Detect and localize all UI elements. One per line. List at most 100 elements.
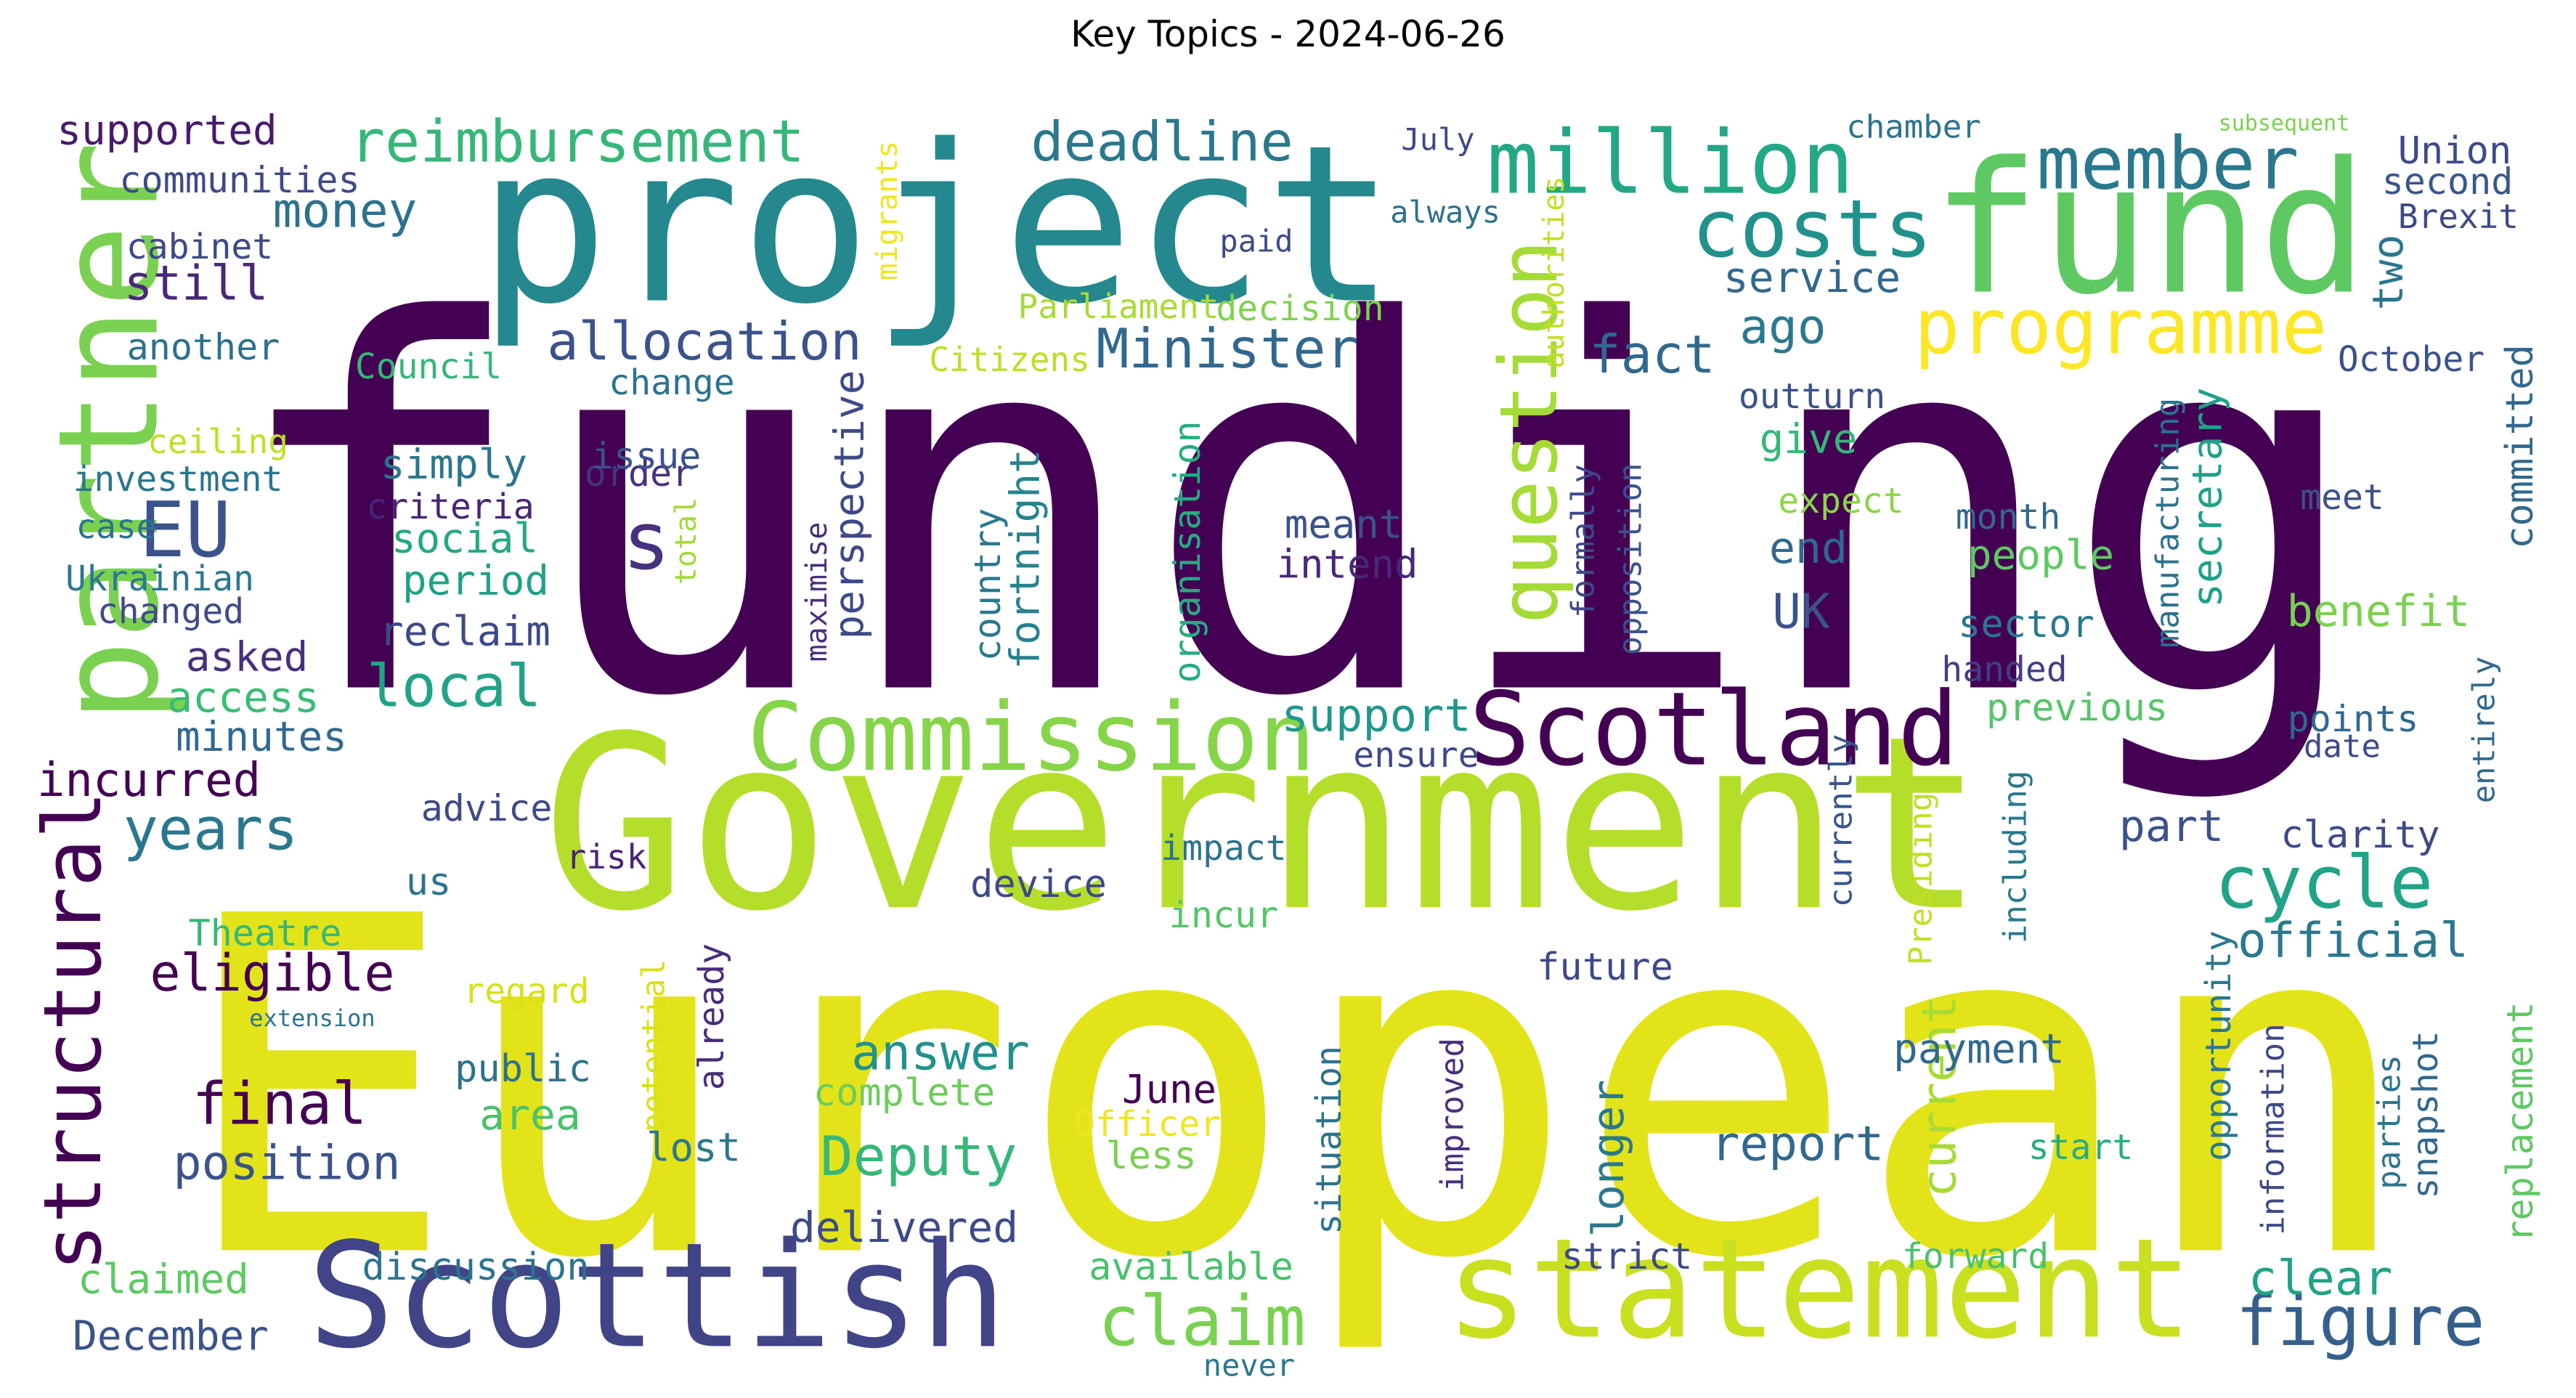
word-decision: decision [1216, 288, 1384, 329]
word-june: June [1122, 1067, 1216, 1113]
word-future: future [1537, 946, 1673, 989]
word-costs: costs [1691, 182, 1932, 275]
word-paid: paid [1219, 224, 1293, 259]
word-subsequent: subsequent [2219, 111, 2350, 137]
word-partner: partner [29, 142, 190, 723]
word-answer: answer [851, 1025, 1030, 1082]
word-december: December [73, 1313, 269, 1360]
word-formally: formally [1565, 464, 1602, 618]
word-forward: forward [1902, 1236, 2049, 1277]
word-points: points [2288, 698, 2419, 740]
word-extension: extension [249, 1004, 375, 1032]
word-regard: regard [463, 971, 589, 1012]
word-migrants: migrants [871, 141, 904, 281]
word-opportunity: opportunity [2198, 930, 2239, 1161]
word-october: October [2338, 339, 2484, 380]
word-replacement: replacement [2499, 1001, 2541, 1242]
word-secretary: secretary [2185, 387, 2232, 607]
word-theatre: Theatre [189, 912, 342, 954]
word-chamber: chamber [1846, 109, 1980, 146]
word-official: official [2238, 913, 2469, 969]
word-report: report [1711, 1116, 1884, 1172]
word-scotland: Scotland [1469, 671, 1959, 789]
word-potential: potential [635, 959, 673, 1132]
word-public: public [455, 1047, 591, 1091]
word-incur: incur [1169, 894, 1279, 936]
word-benefit: benefit [2287, 586, 2471, 637]
word-social: social [391, 516, 538, 563]
word-us: us [406, 861, 452, 904]
word-already: already [691, 943, 732, 1090]
word-reclaim: reclaim [379, 609, 550, 656]
word-two: two [2363, 235, 2413, 311]
word-order: order [585, 452, 694, 495]
word-meant: meant [1285, 502, 1403, 548]
word-ensure: ensure [1353, 735, 1479, 776]
word-minutes: minutes [176, 714, 347, 761]
word-case: case [76, 507, 157, 546]
word-local: local [367, 653, 542, 720]
word-people: people [1967, 532, 2114, 580]
word-start: start [2028, 1127, 2134, 1168]
word-delivered: delivered [790, 1203, 1018, 1252]
word-situation: situation [1309, 1046, 1349, 1235]
word-money: money [273, 183, 418, 239]
word-question: question [1482, 240, 1575, 625]
word-month: month [1956, 497, 2061, 537]
word-deputy: Deputy [821, 1124, 1017, 1188]
word-opposition: opposition [1612, 463, 1649, 656]
word-years: years [123, 796, 298, 863]
word-cycle: cycle [2214, 840, 2433, 925]
word-strict: strict [1561, 1235, 1693, 1277]
word-change: change [609, 362, 734, 403]
word-still: still [124, 256, 269, 312]
word-project: project [478, 99, 1396, 352]
word-presiding: Presiding [1903, 792, 1940, 965]
word-issue: issue [592, 435, 702, 477]
word-parliament: Parliament [1018, 287, 1219, 326]
word-maximise: maximise [800, 522, 834, 662]
word-eligible: eligible [150, 943, 394, 1003]
word-including: including [1997, 771, 2034, 943]
word-part: part [2119, 801, 2224, 852]
word-always: always [1390, 195, 1500, 230]
word-total: total [670, 497, 703, 585]
word-handed: handed [1941, 649, 2067, 690]
word-asked: asked [186, 634, 309, 681]
word-simply: simply [381, 442, 527, 489]
word-clear: clear [2248, 1251, 2393, 1306]
word-criteria: criteria [366, 487, 534, 527]
word-cabinet: cabinet [126, 227, 273, 267]
chart-title: Key Topics - 2024-06-26 [1070, 13, 1506, 55]
word-brexit: Brexit [2398, 197, 2519, 236]
word-manufacturing: manufacturing [2150, 398, 2187, 648]
word-longer: longer [1583, 1080, 1634, 1238]
word-area: area [479, 1090, 581, 1139]
word-european: European [177, 819, 2416, 1360]
word-scottish: Scottish [307, 1212, 1007, 1381]
word-investment: investment [73, 459, 283, 500]
word-incurred: incurred [37, 754, 261, 808]
word-programme: programme [1914, 283, 2328, 371]
word-access: access [167, 672, 320, 722]
word-advice: advice [421, 787, 553, 829]
word-changed: changed [97, 591, 244, 632]
word-support: support [1281, 689, 1471, 742]
word-union: Union [2398, 129, 2512, 173]
word-fund: fund [1931, 123, 2368, 335]
word-july: July [1401, 122, 1474, 158]
word-statement: statement [1445, 1209, 2193, 1370]
word-fact: fact [1589, 324, 1715, 385]
word-intend: intend [1276, 542, 1418, 588]
word-expect: expect [1778, 481, 1903, 521]
word-service: service [1723, 253, 1901, 302]
word-meet: meet [2300, 477, 2384, 518]
word-country: country [967, 508, 1009, 662]
word-committed: committed [2498, 344, 2542, 549]
word-communities: communities [119, 159, 359, 201]
word-final: final [192, 1070, 367, 1138]
word-allocation: allocation [547, 311, 861, 372]
word-second: second [2382, 160, 2514, 203]
word-sector: sector [1958, 603, 2094, 646]
